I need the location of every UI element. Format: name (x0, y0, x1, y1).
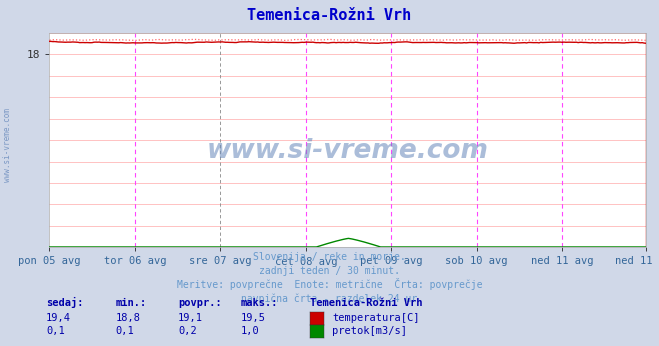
Text: 19,1: 19,1 (178, 313, 203, 323)
Text: povpr.:: povpr.: (178, 298, 221, 308)
Text: pretok[m3/s]: pretok[m3/s] (332, 326, 407, 336)
Text: zadnji teden / 30 minut.: zadnji teden / 30 minut. (259, 266, 400, 275)
Text: sedaj:: sedaj: (46, 297, 84, 308)
Text: Temenica-Rožni Vrh: Temenica-Rožni Vrh (247, 8, 412, 23)
Text: 1,0: 1,0 (241, 326, 259, 336)
Text: Meritve: povprečne  Enote: metrične  Črta: povprečje: Meritve: povprečne Enote: metrične Črta:… (177, 279, 482, 290)
Text: maks.:: maks.: (241, 298, 278, 308)
Text: 0,2: 0,2 (178, 326, 196, 336)
Text: navpična črta - razdelek 24 ur: navpična črta - razdelek 24 ur (241, 293, 418, 303)
Text: min.:: min.: (115, 298, 146, 308)
Text: www.si-vreme.com: www.si-vreme.com (207, 138, 488, 164)
Text: 0,1: 0,1 (115, 326, 134, 336)
Text: temperatura[C]: temperatura[C] (332, 313, 420, 323)
Text: 19,4: 19,4 (46, 313, 71, 323)
Text: 19,5: 19,5 (241, 313, 266, 323)
Text: 0,1: 0,1 (46, 326, 65, 336)
Text: Slovenija / reke in morje.: Slovenija / reke in morje. (253, 252, 406, 262)
Text: Temenica-Rožni Vrh: Temenica-Rožni Vrh (310, 298, 422, 308)
Text: 18,8: 18,8 (115, 313, 140, 323)
Text: www.si-vreme.com: www.si-vreme.com (3, 108, 13, 182)
